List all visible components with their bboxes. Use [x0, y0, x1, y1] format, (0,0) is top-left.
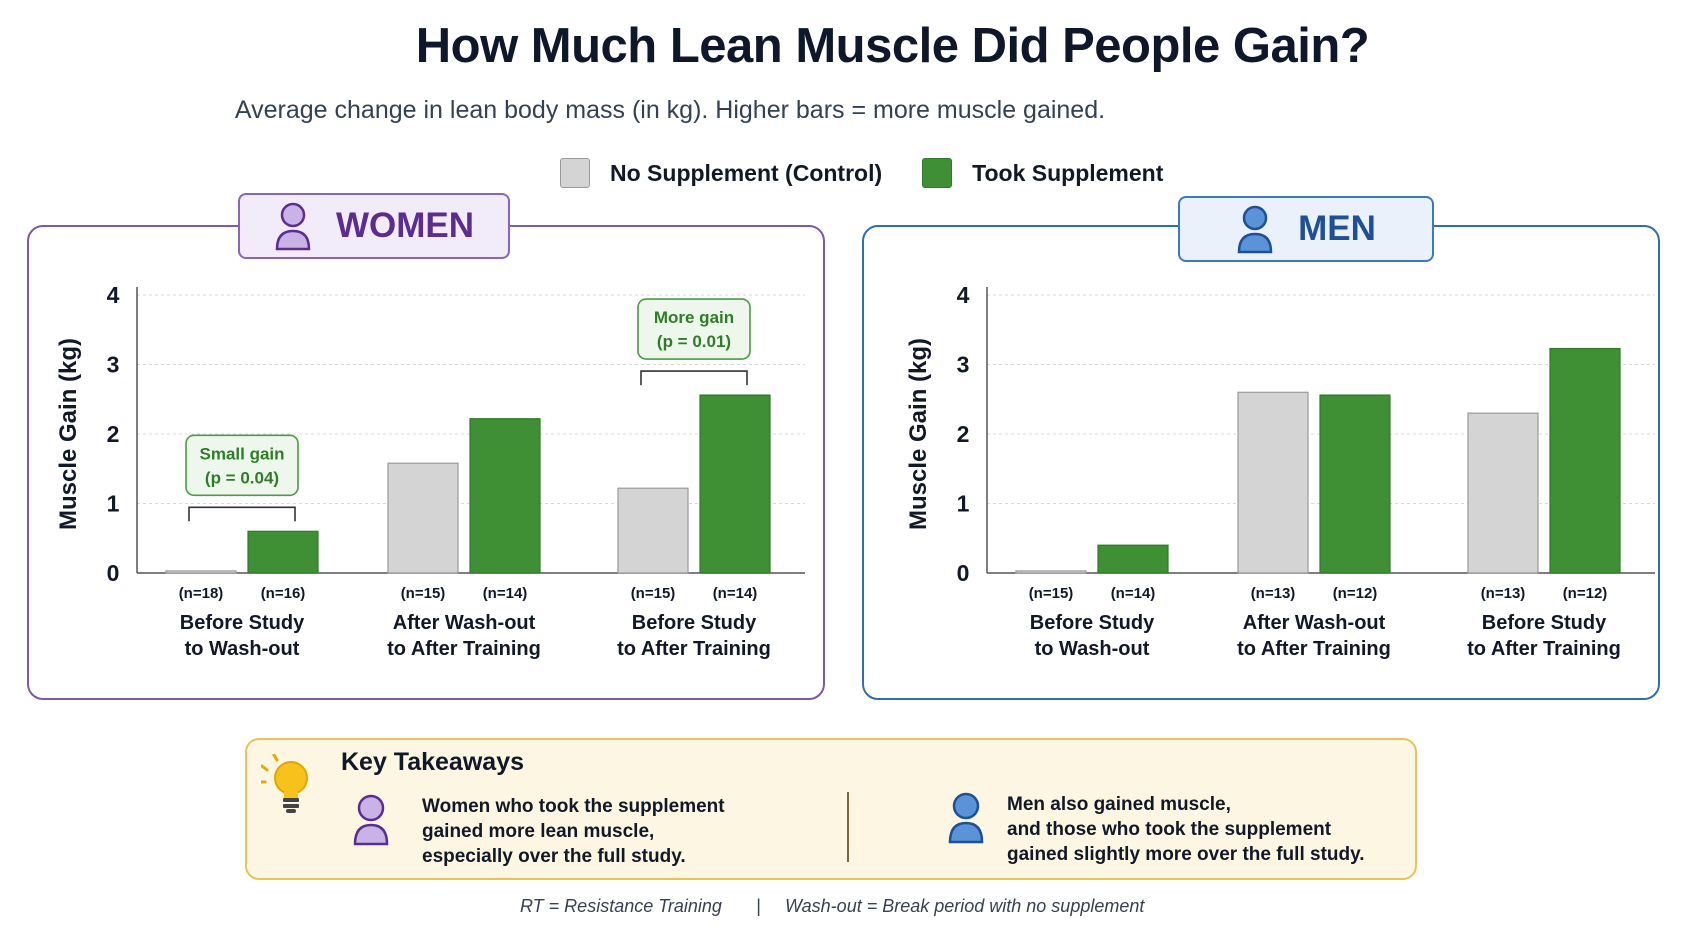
- bar-control: [1015, 570, 1087, 574]
- significance-bracket: [640, 370, 748, 386]
- men-panel-label: MEN: [1298, 209, 1376, 248]
- chart-subtitle: Average change in lean body mass (in kg)…: [234, 96, 1106, 124]
- legend-label-supplement: Took Supplement: [972, 159, 1164, 186]
- legend-item-control: No Supplement (Control): [560, 158, 882, 188]
- bar-supplement: [247, 530, 319, 574]
- annotation-text: (p = 0.01): [657, 332, 731, 351]
- x-tick-label: to Wash-out: [185, 638, 300, 660]
- sample-size-label: (n=16): [261, 585, 306, 602]
- y-tick-label: 1: [957, 491, 970, 517]
- bar-supplement: [469, 418, 541, 574]
- sample-size-label: (n=15): [1029, 585, 1074, 602]
- chart-title: How Much Lean Muscle Did People Gain?: [415, 19, 1370, 73]
- legend-swatch-control: [560, 158, 590, 188]
- men-panel-tag: MEN: [1178, 196, 1434, 262]
- sample-size-label: (n=14): [1111, 585, 1156, 602]
- sample-size-label: (n=12): [1333, 585, 1378, 602]
- women-panel-label: WOMEN: [335, 206, 475, 245]
- bar-control: [1237, 391, 1309, 574]
- bar-supplement: [1319, 394, 1391, 574]
- person-icon: [353, 794, 389, 846]
- sample-size-label: (n=15): [631, 585, 676, 602]
- bar-supplement: [699, 394, 771, 574]
- sample-size-label: (n=18): [179, 585, 224, 602]
- bar-control: [1467, 412, 1539, 574]
- bar-supplement: [1097, 544, 1169, 574]
- takeaway-men-text: Men also gained muscle, and those who to…: [1007, 794, 1365, 865]
- footnote-washout: Wash-out = Break period with no suppleme…: [785, 896, 1145, 916]
- lightbulb-icon: [261, 754, 308, 813]
- sample-size-label: (n=13): [1481, 585, 1526, 602]
- annotation-box: [637, 298, 751, 360]
- person-icon: [1237, 205, 1273, 254]
- sample-size-label: (n=13): [1251, 585, 1296, 602]
- takeaways-title: Key Takeaways: [341, 748, 524, 776]
- x-tick-label: to After Training: [387, 638, 541, 660]
- women-bar-chart: Muscle Gain (kg) 0 1 2 3 4 (n=18) (n=16) Before …: [55, 282, 805, 660]
- bar-supplement: [1549, 347, 1621, 574]
- legend-label-control: No Supplement (Control): [610, 159, 883, 186]
- person-icon: [275, 202, 311, 251]
- sample-size-label: (n=14): [713, 585, 758, 602]
- takeaway-women-text: Women who took the supplement gained mor…: [422, 796, 725, 867]
- takeaways-divider: [847, 792, 849, 862]
- x-tick-label: After Wash-out: [393, 612, 536, 634]
- legend-swatch-supplement: [922, 158, 953, 188]
- y-tick-label: 4: [107, 282, 120, 308]
- y-axis-label: Muscle Gain (kg): [905, 338, 932, 530]
- y-tick-label: 2: [107, 421, 120, 447]
- significance-bracket: [188, 506, 296, 522]
- y-tick-label: 2: [957, 421, 970, 447]
- x-tick-label: to After Training: [1237, 638, 1391, 660]
- y-tick-label: 3: [957, 352, 970, 378]
- x-tick-label: Before Study: [632, 612, 757, 634]
- bar-control: [617, 487, 689, 574]
- legend-item-supplement: Took Supplement: [922, 158, 1163, 188]
- legend: No Supplement (Control) Took Supplement: [560, 155, 1203, 191]
- y-tick-label: 1: [107, 491, 120, 517]
- y-tick-label: 4: [957, 282, 970, 308]
- x-tick-label: to After Training: [1467, 638, 1621, 660]
- men-bar-chart: Muscle Gain (kg) 0 1 2 3 4 (n=15) (n=14) Before …: [905, 282, 1655, 660]
- x-tick-label: to Wash-out: [1035, 638, 1150, 660]
- bar-control: [387, 462, 459, 574]
- annotation-text: (p = 0.04): [205, 468, 279, 487]
- y-tick-label: 0: [957, 560, 970, 586]
- footnote-rt: RT = Resistance Training: [520, 896, 722, 916]
- footnote-separator: |: [756, 896, 761, 916]
- sample-size-label: (n=15): [401, 585, 446, 602]
- y-axis-label: Muscle Gain (kg): [55, 338, 82, 530]
- annotation-box: [185, 434, 299, 497]
- y-tick-label: 0: [107, 560, 120, 586]
- person-icon: [948, 792, 984, 844]
- significance-annotation: Small gain (p = 0.04): [185, 434, 299, 522]
- x-tick-label: to After Training: [617, 638, 771, 660]
- key-takeaways-box: Key Takeaways Women who took the supplem…: [245, 738, 1417, 880]
- x-tick-label: Before Study: [180, 612, 305, 634]
- significance-annotation: More gain (p = 0.01): [637, 298, 751, 386]
- annotation-text: Small gain: [199, 444, 284, 463]
- sample-size-label: (n=14): [483, 585, 528, 602]
- women-panel-tag: WOMEN: [238, 193, 510, 259]
- x-tick-label: Before Study: [1482, 612, 1607, 634]
- x-tick-label: After Wash-out: [1243, 612, 1386, 634]
- bar-control: [165, 570, 237, 574]
- annotation-text: More gain: [654, 308, 734, 327]
- x-tick-label: Before Study: [1030, 612, 1155, 634]
- y-tick-label: 3: [107, 352, 120, 378]
- sample-size-label: (n=12): [1563, 585, 1608, 602]
